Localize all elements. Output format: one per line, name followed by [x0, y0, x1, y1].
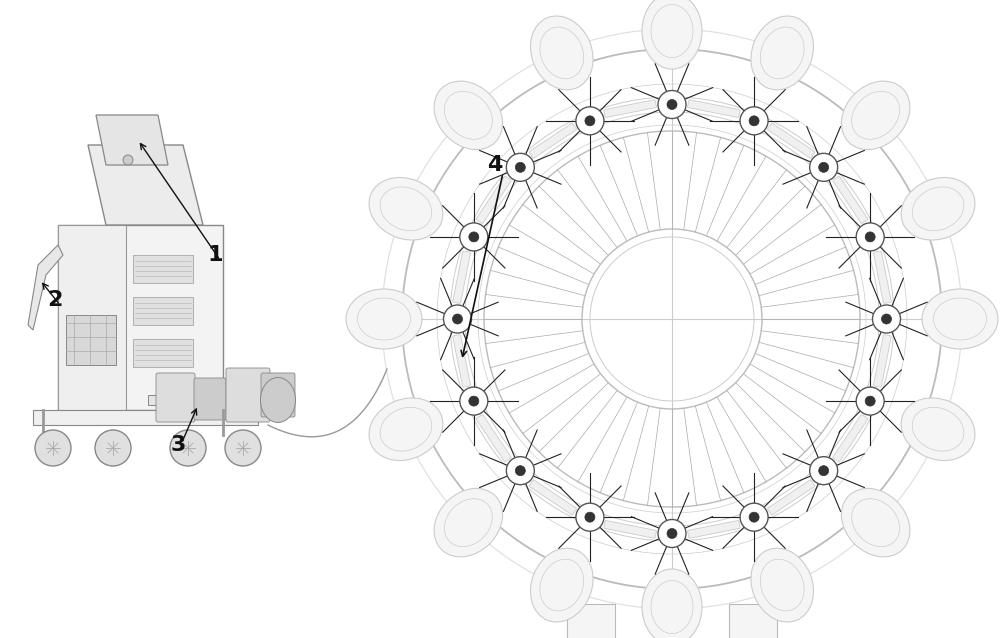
FancyBboxPatch shape [688, 100, 740, 117]
Polygon shape [88, 145, 203, 225]
Ellipse shape [642, 569, 702, 638]
FancyBboxPatch shape [476, 415, 511, 462]
Ellipse shape [369, 177, 443, 240]
Circle shape [872, 305, 900, 333]
Bar [58, 225, 126, 410]
FancyBboxPatch shape [604, 100, 656, 117]
Polygon shape [96, 115, 168, 165]
FancyBboxPatch shape [604, 521, 656, 538]
FancyBboxPatch shape [833, 176, 868, 223]
Bar [133, 297, 193, 325]
Ellipse shape [901, 177, 975, 240]
Ellipse shape [901, 398, 975, 461]
Ellipse shape [642, 0, 702, 69]
Circle shape [460, 223, 488, 251]
FancyBboxPatch shape [874, 334, 891, 387]
Circle shape [576, 107, 604, 135]
Ellipse shape [369, 398, 443, 461]
Circle shape [506, 457, 534, 485]
Ellipse shape [751, 16, 814, 90]
FancyBboxPatch shape [156, 373, 195, 422]
Circle shape [515, 162, 525, 172]
FancyBboxPatch shape [453, 251, 470, 304]
Ellipse shape [346, 289, 422, 349]
Ellipse shape [530, 548, 593, 622]
Circle shape [865, 232, 875, 242]
Ellipse shape [434, 489, 503, 557]
Bar [148, 395, 288, 405]
Text: 2: 2 [47, 290, 63, 310]
Circle shape [585, 512, 595, 522]
Circle shape [819, 162, 829, 172]
Circle shape [749, 512, 759, 522]
Ellipse shape [841, 489, 910, 557]
FancyBboxPatch shape [226, 368, 270, 422]
Bar [66, 315, 116, 365]
Ellipse shape [841, 81, 910, 149]
Circle shape [460, 387, 488, 415]
Circle shape [856, 223, 884, 251]
Circle shape [444, 305, 472, 333]
Circle shape [469, 396, 479, 406]
Bar [58, 225, 223, 410]
Circle shape [740, 503, 768, 531]
Ellipse shape [751, 548, 814, 622]
Circle shape [225, 430, 261, 466]
Circle shape [882, 314, 892, 324]
Circle shape [865, 396, 875, 406]
FancyBboxPatch shape [768, 123, 815, 158]
Circle shape [667, 100, 677, 110]
FancyBboxPatch shape [476, 176, 511, 223]
Circle shape [740, 107, 768, 135]
Ellipse shape [530, 16, 593, 90]
Circle shape [819, 466, 829, 476]
Circle shape [810, 457, 838, 485]
Circle shape [452, 314, 462, 324]
Text: 3: 3 [170, 435, 186, 455]
Text: 1: 1 [207, 245, 223, 265]
Circle shape [506, 153, 534, 181]
Bar [133, 255, 193, 283]
Circle shape [170, 430, 206, 466]
Circle shape [856, 387, 884, 415]
Bar [133, 339, 193, 367]
Circle shape [667, 528, 677, 538]
Circle shape [658, 519, 686, 547]
FancyBboxPatch shape [768, 480, 815, 515]
Polygon shape [28, 245, 63, 330]
FancyBboxPatch shape [874, 251, 891, 304]
Circle shape [576, 503, 604, 531]
FancyBboxPatch shape [833, 415, 868, 462]
Circle shape [35, 430, 71, 466]
Circle shape [658, 91, 686, 119]
Text: 4: 4 [487, 155, 503, 175]
Bar [33, 410, 258, 425]
Circle shape [95, 430, 131, 466]
FancyBboxPatch shape [453, 334, 470, 387]
Ellipse shape [260, 378, 296, 422]
FancyBboxPatch shape [529, 480, 576, 515]
Ellipse shape [922, 289, 998, 349]
FancyBboxPatch shape [194, 378, 226, 420]
FancyBboxPatch shape [261, 373, 295, 417]
Circle shape [810, 153, 838, 181]
FancyBboxPatch shape [688, 521, 740, 538]
Bar [729, 604, 777, 638]
Circle shape [585, 116, 595, 126]
Bar [567, 604, 615, 638]
Circle shape [749, 116, 759, 126]
Circle shape [469, 232, 479, 242]
Circle shape [123, 155, 133, 165]
FancyBboxPatch shape [529, 123, 576, 158]
Circle shape [515, 466, 525, 476]
Ellipse shape [434, 81, 503, 149]
